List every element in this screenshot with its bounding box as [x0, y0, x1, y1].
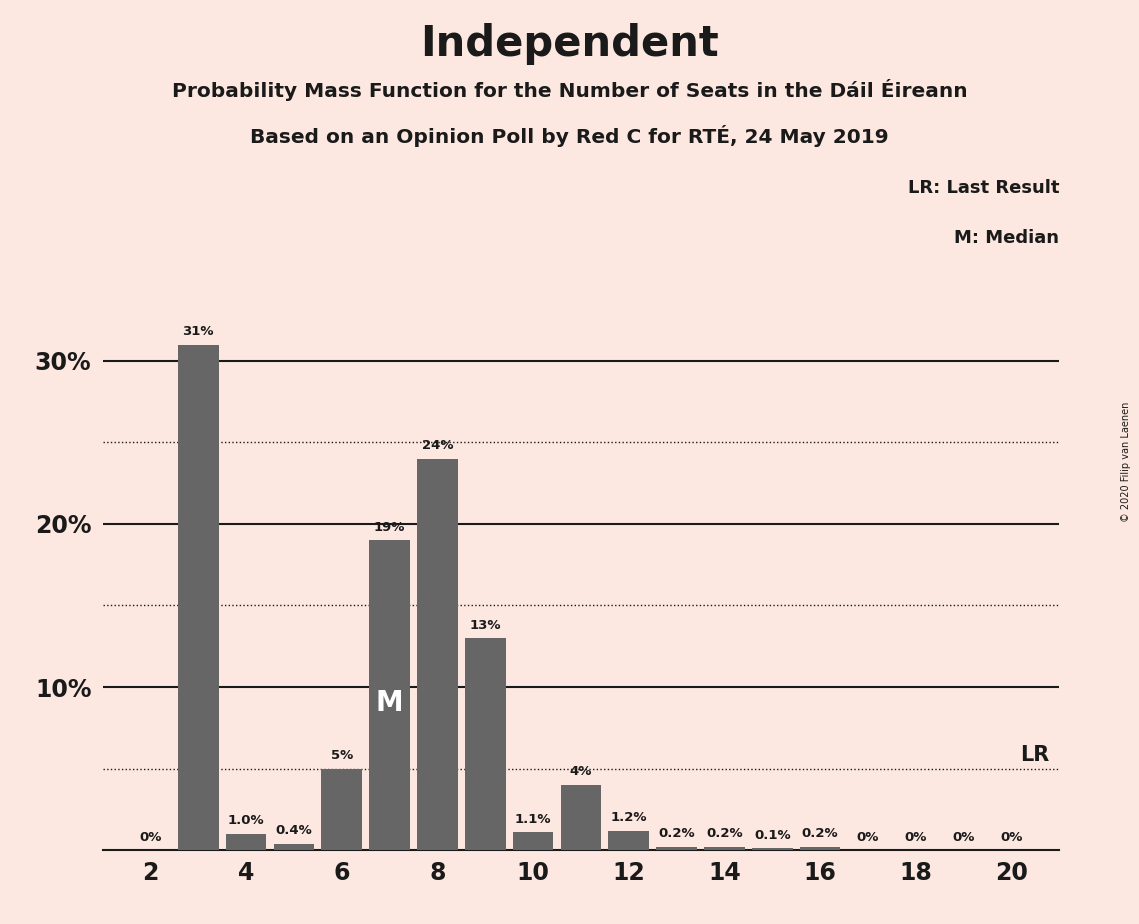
- Text: 19%: 19%: [374, 521, 405, 534]
- Text: 0.4%: 0.4%: [276, 824, 312, 837]
- Text: 24%: 24%: [421, 439, 453, 452]
- Text: © 2020 Filip van Laenen: © 2020 Filip van Laenen: [1121, 402, 1131, 522]
- Bar: [417, 458, 458, 850]
- Text: 4%: 4%: [570, 765, 592, 778]
- Text: 0%: 0%: [904, 831, 927, 844]
- Bar: [656, 846, 697, 850]
- Bar: [465, 638, 506, 850]
- Text: 0%: 0%: [952, 831, 975, 844]
- Text: 0%: 0%: [139, 831, 162, 844]
- Text: 5%: 5%: [330, 749, 353, 762]
- Text: 0.2%: 0.2%: [706, 827, 743, 840]
- Text: 31%: 31%: [182, 325, 214, 338]
- Bar: [704, 846, 745, 850]
- Text: 13%: 13%: [469, 618, 501, 632]
- Text: M: Median: M: Median: [954, 229, 1059, 247]
- Text: 1.2%: 1.2%: [611, 811, 647, 824]
- Text: 0.1%: 0.1%: [754, 829, 790, 842]
- Text: 1.1%: 1.1%: [515, 812, 551, 826]
- Text: Independent: Independent: [420, 23, 719, 65]
- Text: 1.0%: 1.0%: [228, 814, 264, 827]
- Text: LR: Last Result: LR: Last Result: [908, 179, 1059, 197]
- Bar: [178, 345, 219, 850]
- Bar: [800, 846, 841, 850]
- Bar: [226, 833, 267, 850]
- Text: LR: LR: [1021, 746, 1050, 765]
- Text: 0%: 0%: [1000, 831, 1023, 844]
- Bar: [369, 541, 410, 850]
- Bar: [560, 784, 601, 850]
- Bar: [513, 833, 554, 850]
- Text: Probability Mass Function for the Number of Seats in the Dáil Éireann: Probability Mass Function for the Number…: [172, 79, 967, 101]
- Bar: [608, 831, 649, 850]
- Bar: [273, 844, 314, 850]
- Text: 0.2%: 0.2%: [658, 827, 695, 840]
- Bar: [752, 848, 793, 850]
- Text: M: M: [376, 689, 403, 717]
- Text: 0%: 0%: [857, 831, 879, 844]
- Text: Based on an Opinion Poll by Red C for RTÉ, 24 May 2019: Based on an Opinion Poll by Red C for RT…: [251, 125, 888, 147]
- Text: 0.2%: 0.2%: [802, 827, 838, 840]
- Bar: [321, 769, 362, 850]
